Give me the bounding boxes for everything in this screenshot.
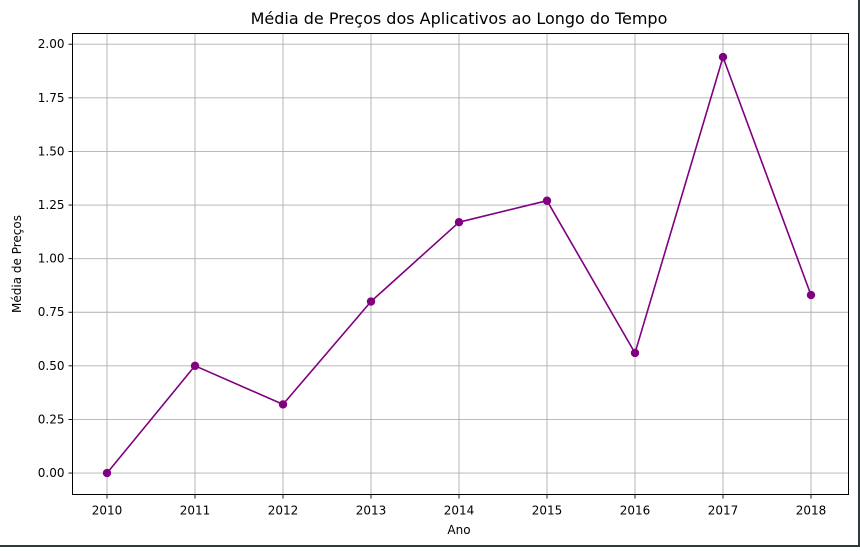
y-tick-label: 1.00 (38, 252, 65, 266)
y-tick-label: 1.75 (38, 91, 65, 105)
grid (72, 33, 849, 495)
y-tick-label: 1.25 (38, 198, 65, 212)
data-point (190, 361, 200, 371)
data-point (806, 290, 816, 300)
x-tick-label: 2014 (444, 504, 475, 518)
window-edge-bottom (0, 545, 860, 547)
y-tick-label: 2.00 (38, 37, 65, 51)
plot-area-frame (72, 33, 849, 495)
x-tick-label: 2010 (92, 504, 123, 518)
y-tick-label: 0.00 (38, 466, 65, 480)
y-axis-ticks: 0.00 0.25 0.50 0.75 1.00 1.25 1.50 1.75 2.00 (38, 37, 73, 480)
chart-title: Média de Preços dos Aplicativos ao Longo… (251, 9, 668, 28)
x-tick-label: 2017 (708, 504, 739, 518)
data-point (102, 468, 112, 478)
x-tick-label: 2016 (620, 504, 651, 518)
data-point (718, 52, 728, 62)
x-tick-label: 2015 (532, 504, 563, 518)
y-axis-label: Média de Preços (10, 215, 24, 313)
x-tick-label: 2012 (268, 504, 299, 518)
data-point (278, 400, 288, 409)
y-tick-label: 0.50 (38, 359, 65, 373)
x-axis-ticks: 2010 2011 2012 2013 2014 2015 2016 2017 2018 (92, 494, 827, 518)
data-point (366, 297, 376, 306)
y-tick-label: 0.25 (38, 412, 65, 426)
x-axis-label: Ano (447, 523, 470, 537)
window-edge-right (858, 0, 860, 547)
y-tick-label: 1.50 (38, 144, 65, 158)
series-average-price (102, 52, 816, 478)
x-tick-label: 2013 (356, 504, 387, 518)
x-tick-label: 2018 (796, 504, 827, 518)
data-point (454, 217, 464, 227)
data-point (630, 348, 640, 358)
y-tick-label: 0.75 (38, 305, 65, 319)
x-tick-label: 2011 (180, 504, 211, 518)
data-point (542, 196, 552, 205)
